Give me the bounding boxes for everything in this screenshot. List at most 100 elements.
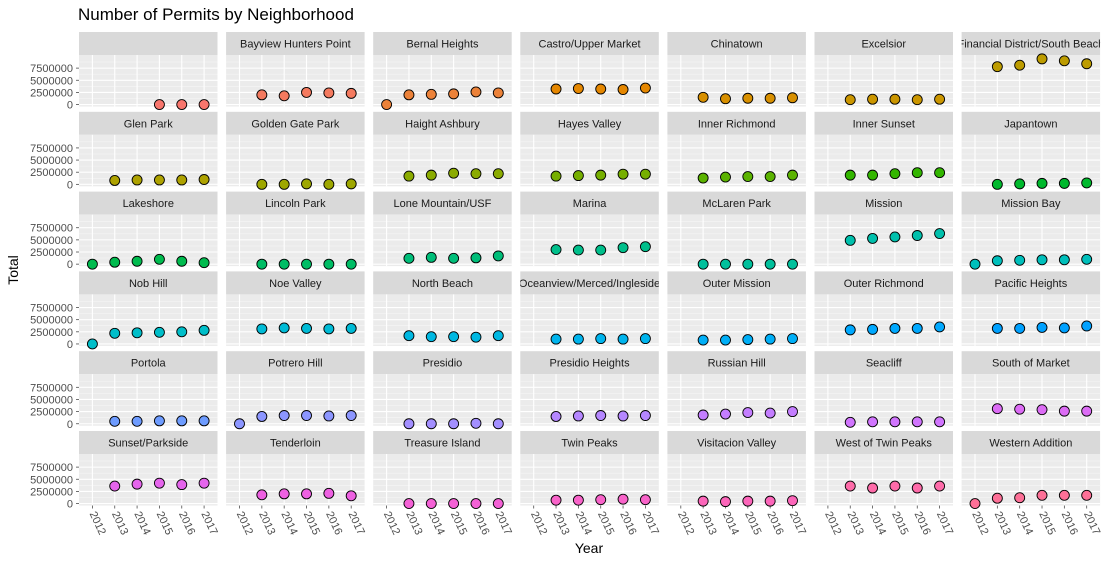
- facet-strip: [667, 431, 806, 454]
- x-tick-label: 2012: [675, 510, 696, 537]
- data-point: [969, 258, 981, 270]
- data-point: [787, 406, 798, 418]
- facet-panel: Potrero Hill: [226, 351, 365, 430]
- facet-panel: Mission Bay: [961, 191, 1101, 270]
- data-point: [844, 480, 856, 492]
- y-tick-label: 2500000: [30, 247, 73, 259]
- data-point: [301, 86, 312, 98]
- facet-strip: [79, 32, 218, 55]
- facet-strip: [79, 431, 218, 454]
- facet-strip-label: Lincoln Park: [265, 198, 326, 210]
- facet-strip-label: Glen Park: [124, 118, 173, 130]
- data-point: [1036, 254, 1048, 266]
- data-point: [764, 495, 776, 507]
- data-point: [844, 169, 856, 181]
- x-tick-label: 2012: [528, 510, 549, 537]
- data-point: [911, 482, 923, 494]
- data-point: [425, 331, 437, 343]
- x-tick-label: 2017: [493, 510, 514, 537]
- data-point: [301, 410, 312, 421]
- data-point: [301, 488, 312, 500]
- data-point: [617, 84, 629, 95]
- data-point: [345, 490, 357, 502]
- facet-panel: Twin Peaks 2012 2013 2014 2015 2016 2017: [520, 431, 661, 537]
- data-point: [345, 258, 357, 270]
- facet-strip: [520, 431, 659, 454]
- data-point: [198, 174, 210, 185]
- data-point: [550, 83, 562, 95]
- data-point: [448, 252, 460, 264]
- facet-strip: [520, 32, 659, 55]
- facet-strip: [373, 111, 512, 135]
- data-point: [787, 333, 798, 345]
- facet-strip: [667, 351, 806, 375]
- data-point: [403, 418, 415, 430]
- x-tick-label: 2013: [845, 510, 866, 537]
- data-point: [176, 326, 188, 338]
- facet-strip-label: South of Market: [992, 358, 1070, 370]
- data-point: [278, 178, 290, 190]
- data-point: [697, 409, 709, 421]
- y-tick-label: 0: [67, 179, 73, 191]
- data-point: [697, 91, 709, 103]
- y-tick-label: 7500000: [30, 143, 73, 155]
- data-point: [550, 333, 562, 345]
- facet-strip-label: Marina: [573, 198, 608, 210]
- data-point: [425, 169, 437, 181]
- x-tick-label: 2015: [742, 510, 763, 537]
- y-tick-label: 5000000: [30, 474, 73, 486]
- facet-strip: [373, 351, 512, 375]
- facet-strip: [667, 32, 806, 55]
- facet-panel: Haight Ashbury: [373, 111, 512, 187]
- x-tick-label: 2013: [256, 510, 277, 537]
- data-point: [639, 410, 651, 421]
- facet-strip-label: Nob Hill: [129, 278, 168, 290]
- y-tick-label: 0: [67, 339, 73, 351]
- x-tick-label: 2015: [154, 510, 175, 537]
- data-point: [934, 93, 946, 105]
- x-tick-label: 2014: [573, 510, 594, 537]
- data-point: [176, 99, 188, 111]
- data-point: [697, 172, 709, 184]
- data-point: [617, 493, 629, 505]
- facet-panel: Bernal Heights: [373, 32, 512, 111]
- x-tick-label: 2013: [109, 510, 130, 537]
- facet-strip-label: Mission: [865, 198, 902, 210]
- facet-strip-label: Treasure Island: [404, 438, 480, 450]
- facet-panel: Presidio: [373, 351, 512, 430]
- data-point: [889, 231, 901, 243]
- data-point: [1058, 322, 1070, 334]
- facet-panel: Lincoln Park: [226, 191, 365, 270]
- data-point: [403, 170, 415, 182]
- data-point: [176, 174, 188, 186]
- data-point: [572, 494, 584, 506]
- data-point: [153, 477, 165, 489]
- data-point: [595, 169, 607, 181]
- y-tick-label: 2500000: [30, 407, 73, 419]
- data-point: [867, 93, 879, 105]
- data-point: [345, 178, 357, 190]
- data-point: [323, 87, 335, 99]
- data-point: [742, 495, 754, 507]
- x-tick-label: 2012: [234, 510, 255, 537]
- facet-strip-label: McLaren Park: [702, 198, 771, 210]
- facet-strip-label: Hayes Valley: [558, 118, 622, 130]
- data-point: [256, 323, 268, 335]
- y-axis-title: Total: [5, 255, 21, 285]
- x-tick-label: 2016: [617, 510, 638, 537]
- data-point: [448, 88, 460, 100]
- data-point: [323, 487, 335, 499]
- data-point: [256, 89, 268, 101]
- data-point: [470, 168, 482, 180]
- facet-panel: Lone Mountain/USF: [373, 191, 512, 267]
- data-point: [176, 479, 188, 491]
- data-point: [323, 410, 335, 422]
- data-point: [720, 408, 731, 420]
- data-point: [198, 415, 210, 427]
- data-point: [109, 175, 121, 186]
- facet-strip-label: Western Addition: [989, 438, 1072, 450]
- data-point: [198, 99, 210, 111]
- data-point: [572, 244, 584, 256]
